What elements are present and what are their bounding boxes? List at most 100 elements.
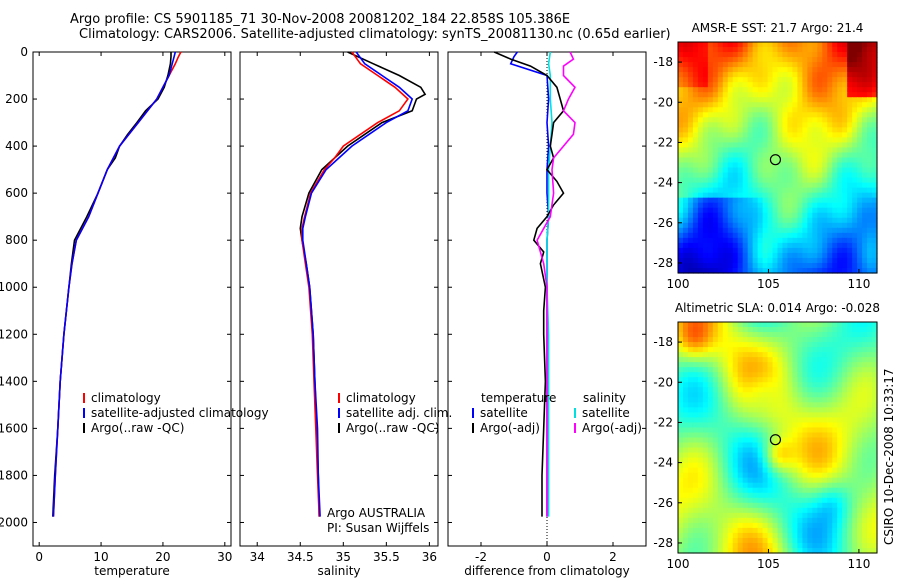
heatmap-cell — [707, 247, 714, 254]
heatmap-cell — [752, 547, 759, 554]
heatmap-cell — [682, 527, 689, 534]
heatmap-cell — [862, 407, 868, 413]
heatmap-cell — [682, 222, 689, 229]
heatmap-cell — [847, 87, 853, 93]
heatmap-cell — [707, 412, 714, 419]
heatmap-cell — [832, 192, 838, 199]
heatmap-cell — [732, 322, 739, 328]
heatmap-cell — [767, 492, 774, 499]
heatmap-cell — [772, 537, 779, 544]
heatmap-cell — [767, 382, 774, 388]
heatmap-cell — [807, 487, 813, 494]
heatmap-cell — [678, 487, 684, 494]
heatmap-cell — [717, 352, 724, 358]
header-line1: Argo profile: CS 5901185_71 30-Nov-2008 … — [70, 12, 570, 27]
heatmap-cell — [787, 362, 794, 368]
heatmap-cell — [702, 372, 709, 378]
heatmap-cell — [737, 357, 744, 363]
heatmap-cell — [717, 497, 724, 504]
heatmap-cell — [772, 337, 779, 343]
heatmap-cell — [712, 417, 719, 424]
heatmap-cell — [692, 177, 699, 184]
heatmap-cell — [767, 122, 774, 128]
heatmap-cell — [702, 142, 709, 149]
heatmap-cell — [712, 252, 719, 259]
heatmap-cell — [842, 387, 848, 393]
heatmap-cell — [752, 112, 759, 118]
heatmap-cell — [678, 402, 684, 408]
heatmap-cell — [802, 152, 808, 159]
heatmap-cell — [682, 192, 689, 199]
heatmap-cell — [707, 97, 714, 103]
heatmap-cell — [727, 112, 734, 118]
heatmap-cell — [742, 452, 749, 459]
heatmap-cell — [732, 372, 739, 378]
heatmap-cell — [787, 207, 794, 214]
heatmap-cell — [787, 322, 794, 328]
heatmap-cell — [867, 547, 873, 554]
heatmap-cell — [782, 82, 789, 88]
heatmap-cell — [707, 357, 714, 363]
heatmap-cell — [772, 477, 779, 484]
heatmap-cell — [707, 197, 714, 204]
heatmap-cell — [872, 457, 878, 464]
heatmap-cell — [817, 372, 823, 378]
heatmap-cell — [682, 337, 689, 343]
heatmap-cell — [712, 467, 719, 474]
heatmap-cell — [687, 117, 694, 123]
heatmap-cell — [762, 322, 769, 328]
heatmap-cell — [812, 212, 818, 219]
heatmap-cell — [717, 507, 724, 514]
heatmap-cell — [807, 52, 813, 58]
heatmap-cell — [722, 157, 729, 164]
heatmap-cell — [767, 507, 774, 514]
heatmap-cell — [742, 347, 749, 353]
heatmap-cell — [797, 397, 803, 403]
heatmap-cell — [857, 77, 863, 83]
heatmap-cell — [827, 122, 833, 128]
heatmap-cell — [857, 212, 863, 219]
heatmap-cell — [837, 502, 843, 509]
heatmap-cell — [747, 477, 754, 484]
heatmap-cell — [852, 367, 858, 373]
heatmap-cell — [802, 382, 808, 388]
heatmap-cell — [757, 437, 764, 444]
heatmap-cell — [737, 372, 744, 378]
heatmap-cell — [817, 327, 823, 333]
heatmap-cell — [862, 267, 868, 274]
heatmap-cell — [678, 357, 684, 363]
heatmap-cell — [867, 532, 873, 539]
heatmap-cell — [792, 72, 798, 78]
heatmap-cell — [722, 347, 729, 353]
heatmap-cell — [772, 247, 779, 254]
heatmap-cell — [777, 87, 784, 93]
heatmap-cell — [727, 467, 734, 474]
heatmap-cell — [697, 532, 704, 539]
heatmap-cell — [797, 207, 803, 214]
heatmap-cell — [742, 442, 749, 449]
heatmap-cell — [812, 472, 818, 479]
heatmap-cell — [857, 122, 863, 128]
x-tick-label: 36 — [422, 550, 437, 564]
heatmap-cell — [712, 242, 719, 249]
heatmap-cell — [707, 222, 714, 229]
heatmap-cell — [697, 452, 704, 459]
heatmap-cell — [687, 212, 694, 219]
heatmap-cell — [872, 162, 878, 169]
heatmap-cell — [867, 247, 873, 254]
heatmap-cell — [827, 427, 833, 434]
heatmap-cell — [762, 352, 769, 358]
heatmap-cell — [792, 57, 798, 63]
heatmap-cell — [792, 352, 798, 358]
heatmap-cell — [842, 467, 848, 474]
heatmap-cell — [682, 327, 689, 333]
heatmap-cell — [757, 502, 764, 509]
heatmap-cell — [787, 417, 794, 424]
heatmap-cell — [817, 262, 823, 269]
heatmap-cell — [687, 437, 694, 444]
heatmap-cell — [737, 242, 744, 249]
heatmap-cell — [717, 202, 724, 209]
heatmap-cell — [702, 347, 709, 353]
heatmap-cell — [812, 62, 818, 68]
heatmap-cell — [802, 487, 808, 494]
